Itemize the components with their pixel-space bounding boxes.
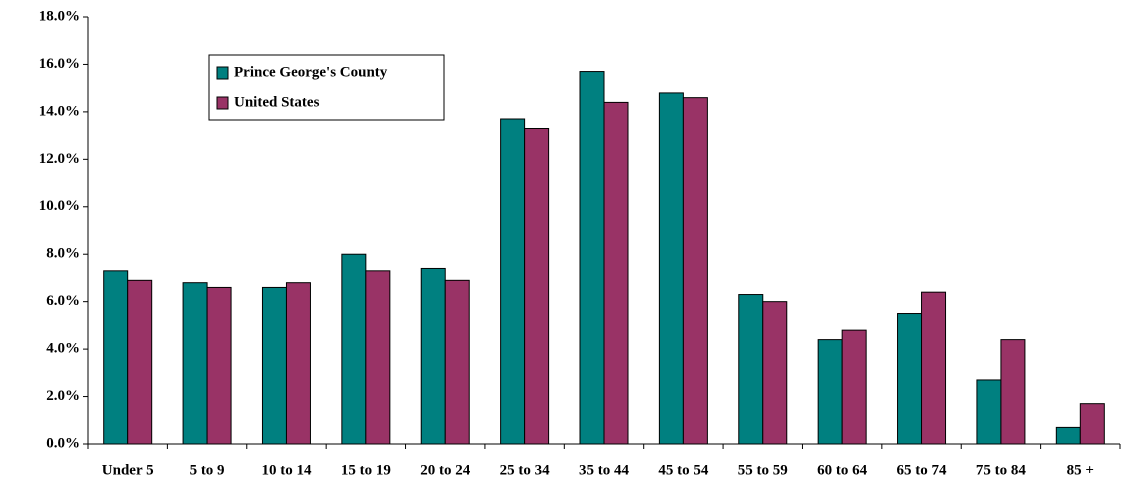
y-tick-label: 14.0% bbox=[39, 103, 80, 119]
y-tick-label: 18.0% bbox=[39, 8, 80, 24]
x-tick-label: 65 to 74 bbox=[897, 462, 947, 478]
bar bbox=[341, 253, 367, 445]
x-tick-label: 75 to 84 bbox=[976, 462, 1026, 478]
x-tick-label: 45 to 54 bbox=[658, 462, 708, 478]
bar bbox=[1079, 403, 1105, 445]
bar bbox=[524, 127, 550, 445]
bar bbox=[127, 279, 153, 445]
legend-label: Prince George's County bbox=[234, 64, 388, 80]
y-tick-label: 4.0% bbox=[46, 341, 80, 357]
y-tick-label: 0.0% bbox=[46, 435, 80, 451]
bar bbox=[103, 270, 129, 445]
y-tick-label: 16.0% bbox=[39, 56, 80, 72]
bar bbox=[261, 286, 287, 445]
bar bbox=[921, 291, 947, 445]
x-tick-label: 5 to 9 bbox=[190, 462, 225, 478]
bar bbox=[444, 279, 470, 445]
y-tick-label: 6.0% bbox=[46, 293, 80, 309]
legend-label: United States bbox=[234, 94, 320, 110]
bar bbox=[579, 71, 605, 445]
x-tick-label: 25 to 34 bbox=[500, 462, 550, 478]
bar bbox=[1055, 426, 1081, 445]
bar bbox=[1000, 339, 1026, 445]
x-tick-label: 55 to 59 bbox=[738, 462, 788, 478]
bar bbox=[182, 282, 208, 445]
bar bbox=[897, 313, 923, 445]
bar bbox=[206, 286, 232, 445]
legend-swatch bbox=[216, 66, 229, 80]
bar bbox=[976, 379, 1002, 445]
bar bbox=[603, 101, 629, 445]
bar bbox=[841, 329, 867, 445]
bar bbox=[500, 118, 526, 445]
legend-box bbox=[208, 54, 445, 121]
x-tick-label: 85 + bbox=[1067, 462, 1094, 478]
y-tick-label: 12.0% bbox=[39, 151, 80, 167]
y-tick-label: 10.0% bbox=[39, 198, 80, 214]
y-tick-label: 2.0% bbox=[46, 388, 80, 404]
bar bbox=[658, 92, 684, 445]
bar bbox=[762, 301, 788, 445]
bar bbox=[738, 294, 764, 445]
bar bbox=[420, 267, 446, 445]
x-tick-label: 15 to 19 bbox=[341, 462, 391, 478]
y-tick-label: 8.0% bbox=[46, 246, 80, 262]
bar bbox=[365, 270, 391, 445]
bar bbox=[285, 282, 311, 445]
bar bbox=[817, 339, 843, 445]
x-tick-label: 35 to 44 bbox=[579, 462, 629, 478]
x-tick-label: 60 to 64 bbox=[817, 462, 867, 478]
legend-swatch bbox=[216, 96, 229, 110]
x-tick-label: Under 5 bbox=[102, 462, 154, 478]
bar bbox=[682, 97, 708, 445]
x-tick-label: 20 to 24 bbox=[420, 462, 470, 478]
x-tick-label: 10 to 14 bbox=[261, 462, 311, 478]
